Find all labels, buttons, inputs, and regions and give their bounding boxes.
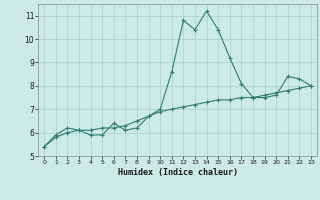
X-axis label: Humidex (Indice chaleur): Humidex (Indice chaleur) [118,168,238,177]
